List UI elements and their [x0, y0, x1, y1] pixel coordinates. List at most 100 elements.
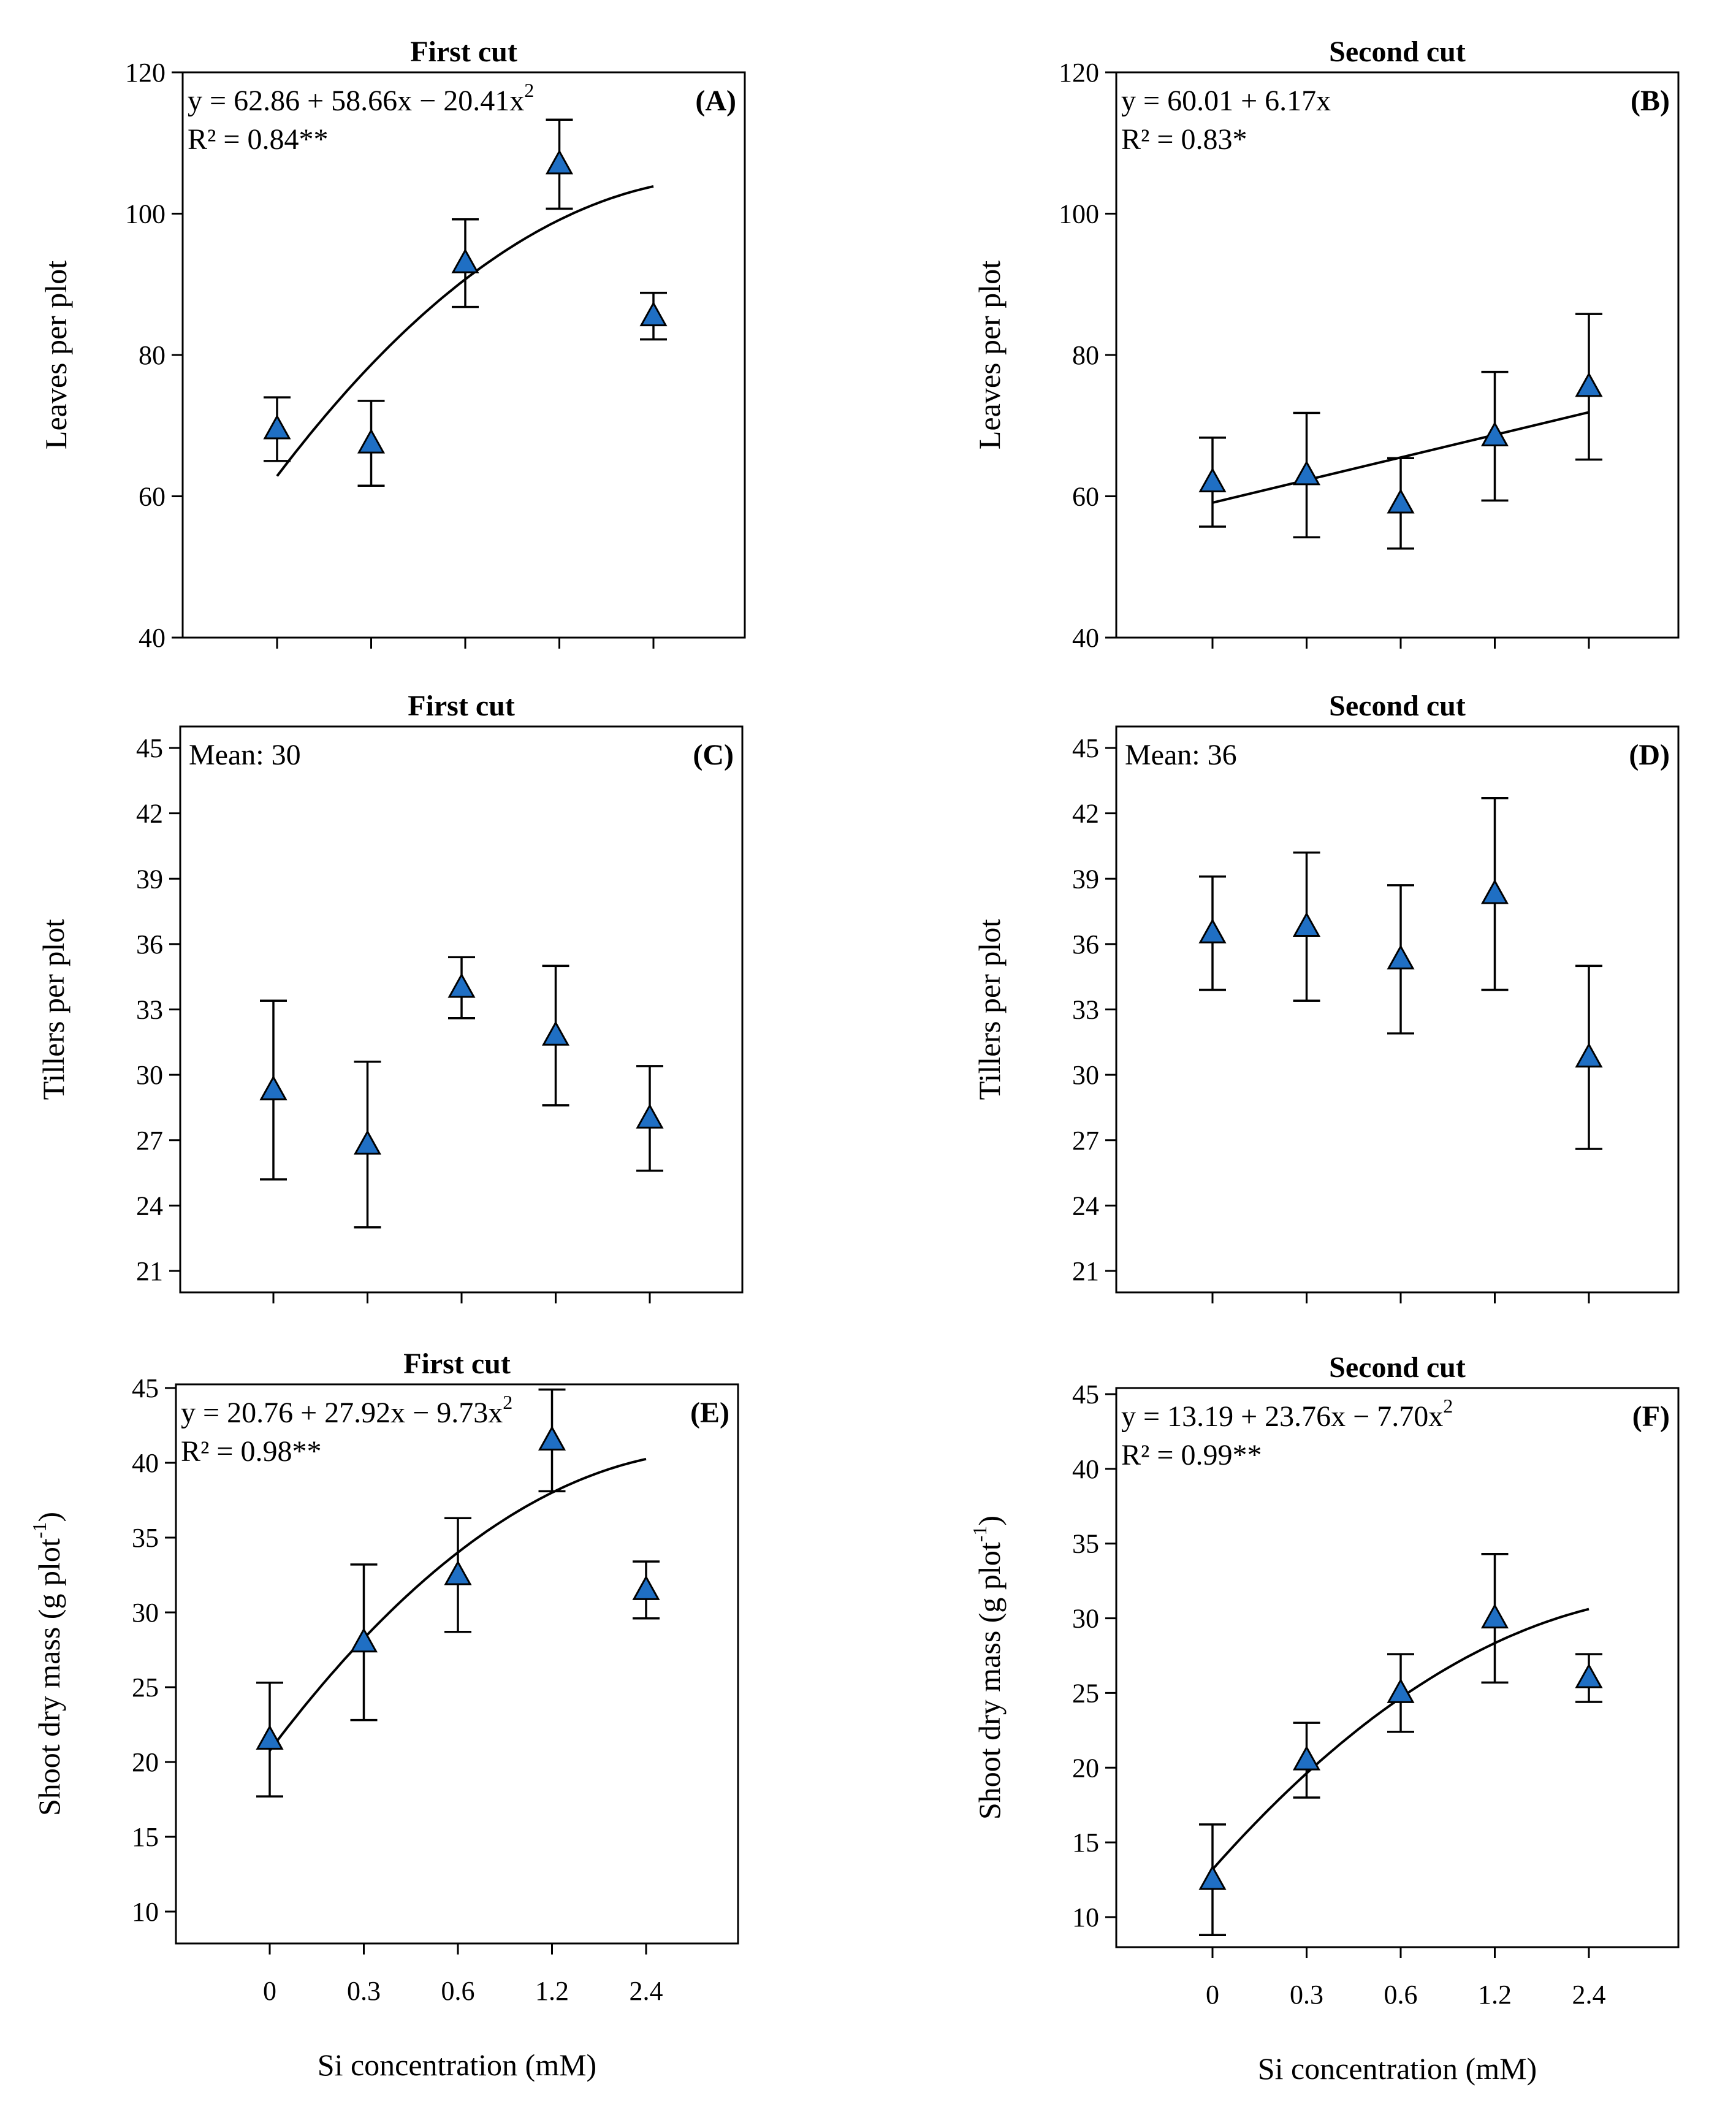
- chart-panel-B: Second cut (B) 40 60 80 100 120 Leaves per plot…: [972, 36, 1680, 653]
- data-point: [1387, 488, 1415, 514]
- y-axis-label: Tillers per plot: [36, 919, 70, 1100]
- data-point: [1575, 1663, 1603, 1688]
- regression-equation: y = 20.76 + 27.92x − 9.73x2: [181, 1391, 512, 1429]
- mean-label: Mean: 36: [1125, 739, 1237, 771]
- plot-frame: [175, 1383, 739, 1945]
- y-tick-label: 60: [139, 482, 166, 512]
- equation-sup: 2: [1443, 1395, 1453, 1417]
- panel-label: (E): [690, 1397, 729, 1429]
- y-tick-label: 24: [136, 1191, 163, 1221]
- y-tick-label: 45: [136, 733, 163, 763]
- y-axis-label-sup: -1: [28, 1522, 50, 1539]
- chart-title: First cut: [408, 690, 515, 722]
- y-tick-label: 45: [132, 1373, 159, 1403]
- data-point: [1292, 1745, 1321, 1771]
- chart-title: First cut: [403, 1348, 511, 1380]
- data-point: [1575, 1042, 1603, 1068]
- data-point: [1387, 1678, 1415, 1703]
- y-tick-label: 45: [1072, 1379, 1099, 1409]
- y-tick-label: 30: [136, 1060, 163, 1090]
- y-tick-label: 27: [1072, 1126, 1099, 1156]
- y-tick-label: 10: [132, 1897, 159, 1927]
- x-tick-label: 0.6: [441, 1976, 475, 2006]
- y-tick-label: 39: [1072, 864, 1099, 894]
- data-point: [451, 248, 479, 273]
- chart-panel-F: Second cut (F) 10 15 20 25 30 35 40 45 0 0.3 0.6 1.2 2…: [969, 1351, 1680, 2086]
- data-point: [538, 1425, 566, 1451]
- y-tick-label: 20: [132, 1747, 159, 1777]
- chart-title: Second cut: [1329, 36, 1466, 68]
- x-tick-label: 0: [263, 1976, 276, 2006]
- data-point: [447, 972, 476, 998]
- panel-label: (C): [693, 739, 734, 771]
- equation-text: y = 62.86 + 58.66x − 20.41x: [188, 85, 524, 117]
- y-axis-label-end: ): [32, 1512, 66, 1522]
- y-tick-label: 15: [132, 1822, 159, 1852]
- data-point: [256, 1725, 284, 1750]
- data-point: [1480, 1603, 1509, 1629]
- equation-text: y = 20.76 + 27.92x − 9.73x: [181, 1397, 503, 1429]
- data-point: [1480, 421, 1509, 447]
- y-tick-label: 40: [1072, 623, 1099, 653]
- chart-panel-E: First cut (E) 10 15 20 25 30 35 40 45 0 0.3 0.6 1.2 2.…: [28, 1348, 739, 2082]
- y-axis-label-text: Leaves per plot: [972, 261, 1007, 449]
- data-point: [357, 428, 386, 454]
- equation-sup: 2: [524, 79, 534, 101]
- y-axis-label-text: Leaves per plot: [39, 261, 73, 449]
- y-tick-label: 30: [1072, 1604, 1099, 1634]
- data-point: [1387, 944, 1415, 970]
- y-tick-label: 60: [1072, 482, 1099, 512]
- y-tick-label: 25: [132, 1672, 159, 1703]
- y-tick-label: 15: [1072, 1828, 1099, 1858]
- y-tick-label: 27: [136, 1126, 163, 1156]
- y-tick-label: 80: [1072, 340, 1099, 370]
- y-tick-label: 10: [1072, 1902, 1099, 1932]
- y-tick-label: 30: [132, 1598, 159, 1628]
- y-tick-label: 35: [132, 1523, 159, 1553]
- x-axis-label: Si concentration (mM): [1258, 2051, 1537, 2086]
- x-tick-label: 1.2: [535, 1976, 569, 2006]
- panel-label: (A): [695, 85, 736, 117]
- regression-equation: y = 13.19 + 23.76x − 7.70x2: [1121, 1395, 1453, 1433]
- equation-text: y = 13.19 + 23.76x − 7.70x: [1121, 1400, 1443, 1433]
- data-point: [1198, 1864, 1227, 1890]
- equation-sup: 2: [503, 1391, 512, 1413]
- data-point: [632, 1575, 660, 1600]
- y-tick-label: 39: [136, 864, 163, 894]
- regression-equation: y = 60.01 + 6.17x: [1121, 85, 1331, 117]
- data-point: [1575, 372, 1603, 397]
- y-tick-label: 33: [1072, 995, 1099, 1025]
- y-tick-label: 40: [139, 623, 166, 653]
- y-tick-label: 36: [136, 929, 163, 959]
- y-axis-label-sup: -1: [969, 1526, 991, 1543]
- y-axis-label-end: ): [972, 1516, 1007, 1526]
- data-point: [639, 301, 668, 327]
- y-axis-label: Leaves per plot: [972, 261, 1007, 449]
- y-tick-label: 42: [1072, 799, 1099, 829]
- y-tick-label: 42: [136, 799, 163, 829]
- y-tick-label: 100: [125, 199, 166, 229]
- y-axis-label: Leaves per plot: [39, 261, 73, 449]
- y-tick-label: 100: [1059, 199, 1099, 229]
- data-point: [1292, 912, 1321, 937]
- chart-panel-C: First cut (C) 21 24 27 30 33 36 39 42 45 Tillers pe…: [36, 690, 744, 1303]
- r-squared: R² = 0.83*: [1121, 123, 1247, 156]
- r-squared: R² = 0.99**: [1121, 1439, 1262, 1471]
- x-tick-label: 2.4: [1572, 1980, 1606, 2010]
- x-tick-label: 0.6: [1384, 1980, 1418, 2010]
- data-point: [263, 414, 291, 440]
- chart-panel-A: First cut (A) 40 60 80 100 120 Leaves per plot y…: [39, 36, 746, 653]
- y-tick-label: 80: [139, 340, 166, 370]
- y-tick-label: 20: [1072, 1753, 1099, 1783]
- data-point: [545, 149, 574, 175]
- y-axis-label: Shoot dry mass (g plot-1): [969, 1516, 1007, 1820]
- r-squared: R² = 0.84**: [188, 123, 328, 156]
- data-point: [1198, 467, 1227, 492]
- data-point: [444, 1560, 472, 1585]
- y-tick-label: 120: [125, 58, 166, 88]
- panel-label: (D): [1629, 739, 1670, 771]
- data-point: [349, 1627, 378, 1653]
- x-tick-label: 0.3: [347, 1976, 381, 2006]
- data-point: [1292, 460, 1321, 486]
